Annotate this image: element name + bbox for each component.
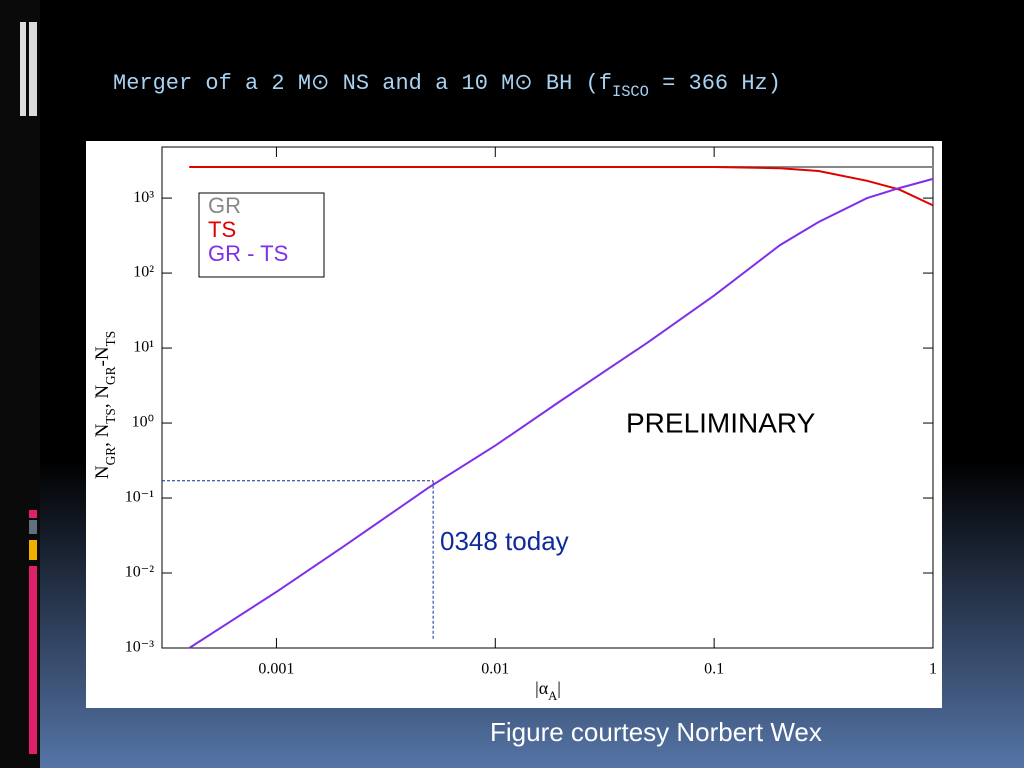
y-tick-label: 10³ — [133, 189, 154, 206]
side-bar — [29, 566, 37, 754]
side-icon — [20, 22, 37, 116]
x-tick-label: 0.01 — [481, 661, 509, 678]
legend-entry: GR - TS — [208, 241, 288, 266]
subscript: GR — [103, 447, 118, 466]
subscript: A — [548, 689, 557, 703]
text-part: -N — [92, 346, 113, 366]
side-bar — [29, 510, 37, 518]
figure-panel — [86, 141, 942, 708]
legend-entry: TS — [208, 217, 236, 242]
slide-title: Merger of a 2 M⊙ NS and a 10 M⊙ BH (fISC… — [113, 71, 781, 101]
text-part: N — [92, 465, 113, 479]
series-line — [188, 177, 934, 649]
y-tick-label: 10⁻² — [125, 564, 154, 581]
subscript: ISCO — [612, 83, 649, 101]
subscript: TS — [103, 408, 118, 424]
annotation: PRELIMINARY — [626, 407, 816, 438]
legend-entry: GR — [208, 193, 241, 218]
x-tick-label: 0.001 — [258, 661, 294, 678]
y-tick-label: 10⁰ — [132, 414, 154, 431]
reference-label: 0348 today — [440, 526, 569, 556]
y-tick-label: 10² — [133, 264, 154, 281]
plot-frame — [161, 146, 934, 649]
y-tick-label: 10⁻¹ — [125, 489, 154, 506]
side-bar — [29, 520, 37, 534]
text-part: | — [557, 678, 561, 698]
side-bar — [29, 540, 37, 560]
text-part: , N — [92, 423, 113, 447]
text-part: = 366 Hz) — [649, 71, 781, 96]
subscript: TS — [103, 331, 118, 347]
y-tick-label: 10⁻³ — [125, 639, 154, 656]
y-tick-label: 10¹ — [133, 339, 154, 356]
text-part: |α — [535, 678, 549, 698]
legend-box — [198, 192, 325, 278]
x-tick-label: 0.1 — [704, 661, 724, 678]
text-part: , N — [92, 385, 113, 409]
subscript: GR — [103, 366, 118, 385]
y-axis-label: NGR, NTS, NGR-NTS — [92, 331, 117, 479]
x-tick-label: 1 — [929, 661, 937, 678]
footer-credit: Figure courtesy Norbert Wex — [490, 717, 822, 747]
x-axis-label: |αA| — [535, 678, 561, 703]
series-line — [189, 166, 934, 207]
text-part: Merger of a 2 M⊙ NS and a 10 M⊙ BH (f — [113, 71, 612, 96]
chart: 10⁻³ 10⁻² 10⁻¹ 10⁰ 10¹ 10² 10³ 0.001 0.01 0.1 1 |αA… — [92, 147, 937, 703]
